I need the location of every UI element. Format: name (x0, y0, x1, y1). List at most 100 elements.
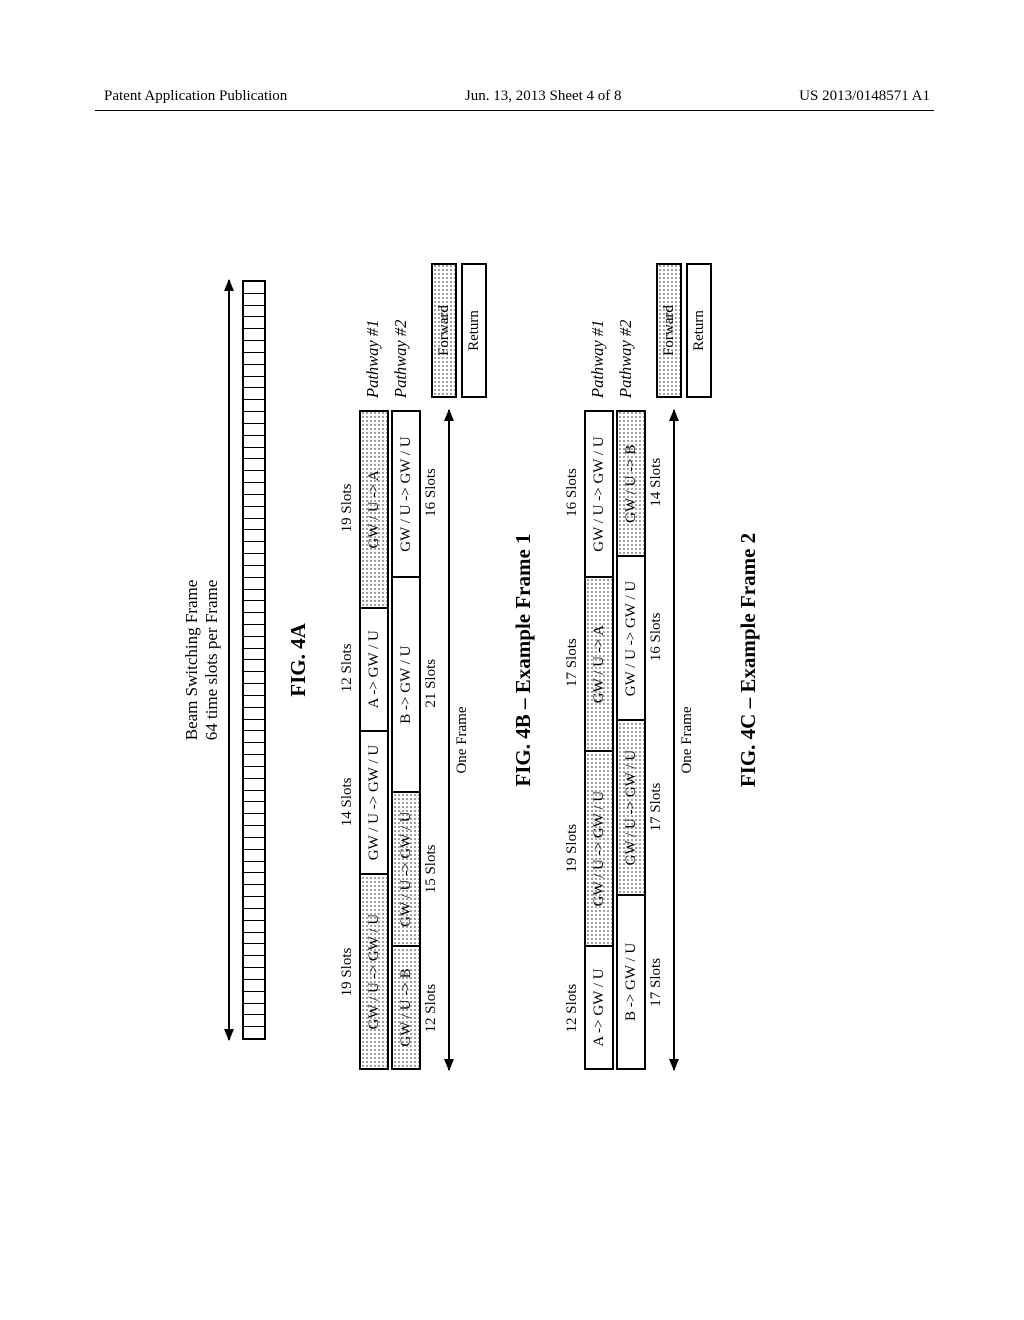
slot-cell (244, 470, 264, 482)
fig4b-label: FIG. 4B – Example Frame 1 (511, 130, 536, 1190)
fig-4c: 12 Slots19 Slots17 Slots16 Slots A -> GW… (564, 250, 696, 1070)
fig-4a: Beam Switching Frame 64 time slots per F… (152, 280, 266, 1040)
slot-cell (244, 328, 264, 340)
slot-count-label: 19 Slots (564, 750, 581, 946)
slot-cell (244, 316, 264, 328)
slot-cell (244, 494, 264, 506)
slot-cell (244, 565, 264, 577)
slot-cell (244, 305, 264, 317)
slot-cell (244, 1026, 264, 1038)
header-left: Patent Application Publication (104, 88, 287, 105)
fig4c-pathway2-bar: B -> GW / UGW / U -> GW / UGW / U -> GW … (616, 410, 646, 1070)
slot-cell (244, 482, 264, 494)
slot-cell (244, 778, 264, 790)
slot-cell (244, 364, 264, 376)
frame-segment: GW / U -> GW / U (393, 412, 419, 576)
frame-segment: GW / U -> GW / U (361, 730, 387, 874)
slot-count-label: 17 Slots (648, 895, 665, 1070)
frame-segment: A -> GW / U (361, 607, 387, 730)
slot-count-label: 12 Slots (339, 606, 356, 730)
fig4a-title1: Beam Switching Frame (182, 280, 202, 1040)
slot-cell (244, 955, 264, 967)
fig4b-one-frame: One Frame (448, 410, 471, 1070)
slot-count-label: 17 Slots (564, 575, 581, 750)
slot-cell (244, 376, 264, 388)
slot-cell (244, 282, 264, 293)
slot-cell (244, 411, 264, 423)
fig4b-pathway1-label: Pathway #1 (363, 320, 383, 398)
slot-cell (244, 435, 264, 447)
slot-cell (244, 943, 264, 955)
slot-cell (244, 541, 264, 553)
fig4c-one-frame-text: One Frame (679, 410, 696, 1070)
slot-cell (244, 896, 264, 908)
slot-cell (244, 991, 264, 1003)
frame-segment: GW / U -> B (618, 412, 644, 555)
slot-cell (244, 399, 264, 411)
slot-cell (244, 801, 264, 813)
header-center: Jun. 13, 2013 Sheet 4 of 8 (465, 88, 622, 105)
fig4c-pathway2-label: Pathway #2 (616, 320, 636, 398)
slot-cell (244, 979, 264, 991)
slot-count-label: 12 Slots (423, 946, 440, 1070)
slot-count-label: 16 Slots (423, 410, 440, 575)
slot-cell (244, 612, 264, 624)
slot-cell (244, 908, 264, 920)
fig4b-top-labels: 19 Slots14 Slots12 Slots19 Slots (339, 250, 356, 1070)
fig4c-legend: Forward Return (656, 263, 712, 398)
fig4a-arrow (224, 280, 238, 1040)
fig4a-slot-strip (242, 280, 266, 1040)
frame-segment: B -> GW / U (393, 576, 419, 791)
slot-cell (244, 932, 264, 944)
slot-cell (244, 707, 264, 719)
slot-cell (244, 1014, 264, 1026)
slot-cell (244, 1003, 264, 1015)
slot-count-label: 14 Slots (648, 410, 665, 554)
page-header: Patent Application Publication Jun. 13, … (0, 88, 1024, 105)
header-rule (95, 110, 934, 111)
slot-cell (244, 849, 264, 861)
frame-segment: GW / U -> GW / U (618, 556, 644, 720)
slot-cell (244, 518, 264, 530)
frame-segment: A -> GW / U (586, 945, 612, 1068)
slot-cell (244, 340, 264, 352)
slot-cell (244, 648, 264, 660)
frame-segment: B -> GW / U (618, 894, 644, 1068)
slot-count-label: 16 Slots (564, 410, 581, 575)
slot-cell (244, 837, 264, 849)
slot-cell (244, 683, 264, 695)
slot-cell (244, 766, 264, 778)
legend-return: Return (461, 263, 487, 398)
frame-segment: GW / U -> GW / U (618, 720, 644, 894)
fig4c-one-frame: One Frame (673, 410, 696, 1070)
header-right: US 2013/0148571 A1 (799, 88, 930, 105)
slot-cell (244, 293, 264, 305)
slot-cell (244, 589, 264, 601)
slot-count-label: 14 Slots (339, 730, 356, 874)
slot-cell (244, 730, 264, 742)
slot-count-label: 21 Slots (423, 575, 440, 792)
fig4b-one-frame-text: One Frame (454, 410, 471, 1070)
fig4b-pathway2-label: Pathway #2 (391, 320, 411, 398)
slot-count-label: 17 Slots (648, 719, 665, 894)
frame-segment: GW / U -> GW / U (586, 750, 612, 945)
fig4c-label: FIG. 4C – Example Frame 2 (736, 130, 761, 1190)
frame-segment: GW / U -> A (586, 576, 612, 750)
slot-cell (244, 387, 264, 399)
slot-count-label: 19 Slots (339, 874, 356, 1070)
fig4b-pathway1-bar: GW / U -> GW / UGW / U -> GW / UA -> GW … (359, 410, 389, 1070)
slot-count-label: 15 Slots (423, 792, 440, 947)
slot-cell (244, 742, 264, 754)
slot-cell (244, 553, 264, 565)
slot-cell (244, 695, 264, 707)
fig4b-legend: Forward Return (431, 263, 487, 398)
slot-cell (244, 624, 264, 636)
slot-cell (244, 423, 264, 435)
slot-cell (244, 352, 264, 364)
slot-cell (244, 754, 264, 766)
fig4c-pathway1-bar: A -> GW / UGW / U -> GW / UGW / U -> AGW… (584, 410, 614, 1070)
slot-cell (244, 920, 264, 932)
frame-segment: GW / U -> B (393, 945, 419, 1068)
fig4a-label: FIG. 4A (286, 130, 311, 1190)
legend-return: Return (686, 263, 712, 398)
